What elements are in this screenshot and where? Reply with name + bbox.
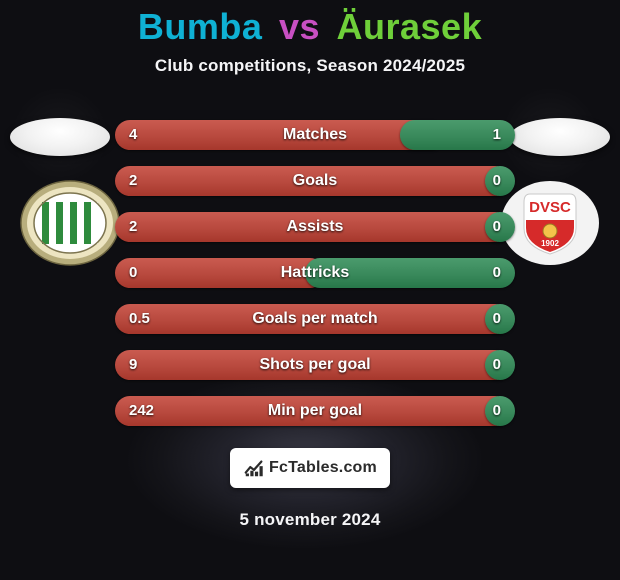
value-right: 1 (493, 120, 501, 150)
dvsc-badge-icon: DVSC 1902 (500, 180, 600, 266)
player2-avatar (510, 118, 610, 156)
metric-bars: 41Matches20Goals20Assists00Hattricks0.50… (115, 120, 515, 442)
metric-row: 90Shots per goal (115, 350, 515, 380)
metric-row: 0.50Goals per match (115, 304, 515, 334)
bar-left (115, 396, 510, 426)
bar-left (115, 166, 510, 196)
value-left: 9 (129, 350, 137, 380)
player1-avatar (10, 118, 110, 156)
player2-club-badge: DVSC 1902 (500, 180, 600, 266)
comparison-stage: DVSC 1902 41Matches20Goals20Assists00Hat… (0, 110, 620, 440)
chart-icon (243, 457, 265, 479)
value-right: 0 (493, 166, 501, 196)
bar-left (115, 350, 510, 380)
dvsc-year: 1902 (541, 239, 559, 248)
value-right: 0 (493, 396, 501, 426)
page-title: Bumba vs Äurasek (138, 6, 482, 48)
metric-row: 2420Min per goal (115, 396, 515, 426)
fctables-text: FcTables.com (269, 459, 377, 477)
title-vs: vs (279, 6, 320, 47)
value-left: 0 (129, 258, 137, 288)
value-left: 0.5 (129, 304, 150, 334)
bar-left (115, 120, 445, 150)
metric-row: 20Goals (115, 166, 515, 196)
metric-row: 41Matches (115, 120, 515, 150)
subtitle: Club competitions, Season 2024/2025 (155, 56, 465, 76)
title-player1: Bumba (138, 6, 263, 47)
value-right: 0 (493, 350, 501, 380)
value-left: 2 (129, 166, 137, 196)
player1-club-badge (20, 180, 120, 266)
value-right: 0 (493, 304, 501, 334)
metric-row: 00Hattricks (115, 258, 515, 288)
bar-left (115, 212, 510, 242)
bar-right (305, 258, 515, 288)
metric-row: 20Assists (115, 212, 515, 242)
value-left: 242 (129, 396, 154, 426)
dvsc-text: DVSC (529, 199, 571, 216)
value-right: 0 (493, 258, 501, 288)
fctables-logo: FcTables.com (230, 448, 390, 488)
comparison-card: Bumba vs Äurasek Club competitions, Seas… (0, 0, 620, 580)
bar-left (115, 258, 325, 288)
comparison-date: 5 november 2024 (240, 510, 381, 530)
title-player2: Äurasek (337, 6, 483, 47)
gyori-badge-icon (20, 180, 120, 266)
value-left: 2 (129, 212, 137, 242)
value-left: 4 (129, 120, 137, 150)
bar-left (115, 304, 510, 334)
value-right: 0 (493, 212, 501, 242)
